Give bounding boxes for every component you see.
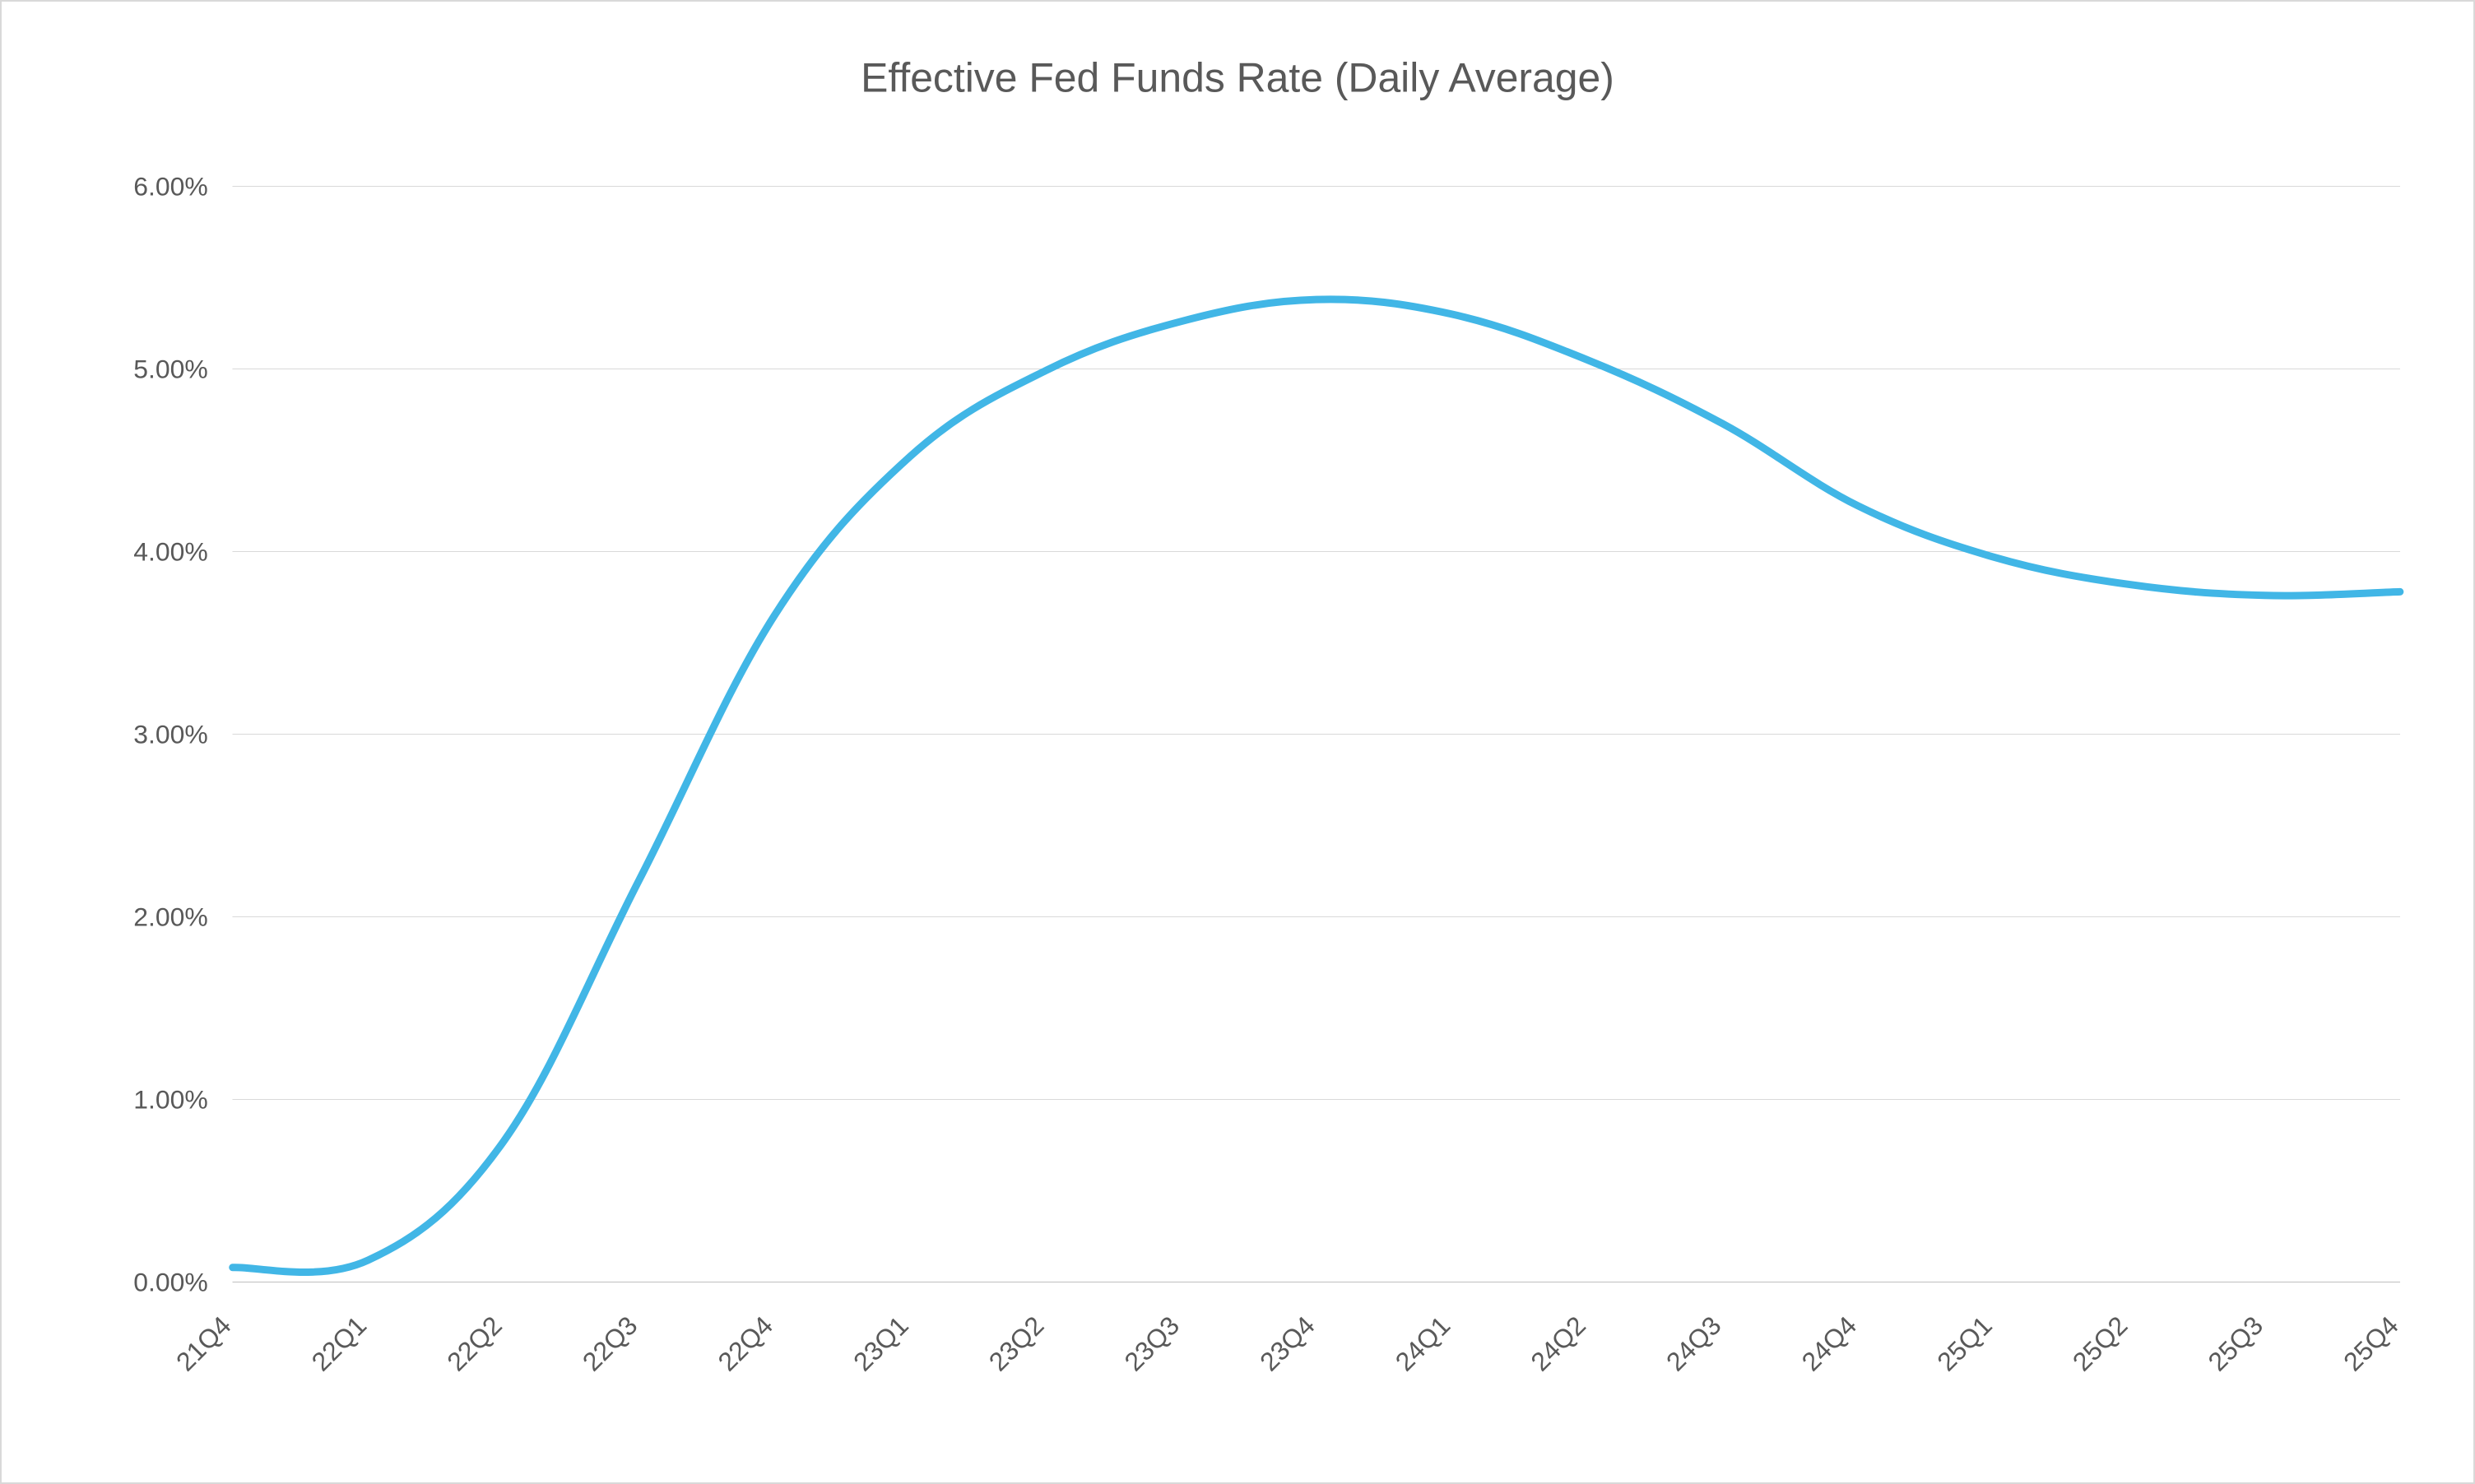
y-axis-label: 6.00% [133,172,207,202]
y-axis-label: 1.00% [133,1085,207,1115]
y-axis-label: 5.00% [133,355,207,384]
y-axis-label: 0.00% [133,1268,207,1297]
chart-title: Effective Fed Funds Rate (Daily Average) [861,55,1614,101]
y-axis-label: 4.00% [133,537,207,567]
chart-container: Effective Fed Funds Rate (Daily Average)… [0,0,2475,1484]
line-chart: Effective Fed Funds Rate (Daily Average)… [2,2,2473,1482]
y-axis-label: 3.00% [133,720,207,749]
y-axis-label: 2.00% [133,902,207,932]
